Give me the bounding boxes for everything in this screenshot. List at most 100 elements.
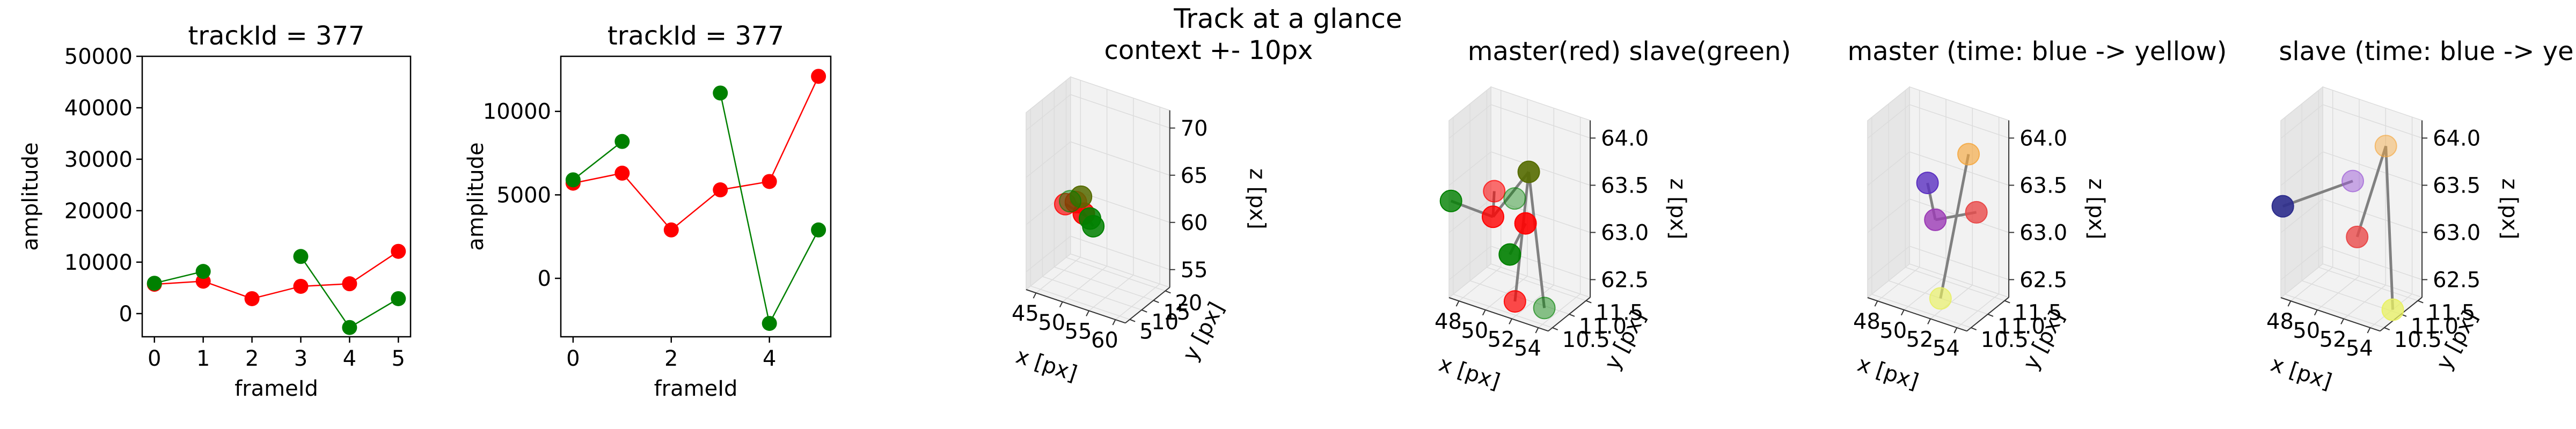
y-tick xyxy=(1552,327,1558,330)
x-grid-line xyxy=(1538,117,1581,328)
scatter-point xyxy=(1517,160,1540,183)
y-tick-label: 11.0 xyxy=(1997,314,2045,339)
chart-title: master (time: blue -> yellow) xyxy=(1848,36,2227,66)
y-tick-label: 11.5 xyxy=(1596,301,1643,326)
red-series-point xyxy=(811,69,826,84)
x-tick xyxy=(2340,319,2344,324)
x-tick xyxy=(1482,309,1486,316)
y-tick-label: 10000 xyxy=(64,250,133,275)
y-tick-label: 11.5 xyxy=(2427,301,2475,326)
y-tick xyxy=(1987,313,1994,317)
track-link xyxy=(1513,172,1531,302)
x-tick xyxy=(1059,301,1063,308)
y-tick xyxy=(2384,327,2390,330)
x-tick-label: 2 xyxy=(664,346,678,371)
scatter-point xyxy=(1439,189,1462,212)
scatter-point xyxy=(2381,298,2404,321)
y-tick-label: 10000 xyxy=(483,100,551,124)
z-grid-line xyxy=(1867,151,2009,186)
figure-suptitle: Track at a glance xyxy=(1173,3,1402,34)
scatter-point xyxy=(1924,208,1947,231)
y-tick-label: 10.5 xyxy=(1562,328,1610,352)
x-tick-label: 48 xyxy=(1853,309,1880,334)
y-tick xyxy=(1129,319,1136,322)
x-tick xyxy=(1086,310,1089,316)
red-series-point xyxy=(244,291,260,306)
x-tick xyxy=(2314,309,2318,316)
track-link xyxy=(2355,145,2388,238)
x-tick xyxy=(1455,300,1460,307)
x-tick-label: 3 xyxy=(294,346,308,371)
scatter-point xyxy=(2374,135,2397,158)
x-tick-label: 52 xyxy=(1906,327,1934,352)
y-tick xyxy=(1153,300,1159,304)
x-tick-label: 54 xyxy=(1933,336,1960,361)
y-tick-label: 0 xyxy=(119,302,133,327)
x-tick-label: 54 xyxy=(2346,336,2373,361)
x-grid-line xyxy=(1511,108,1555,320)
red-series-point xyxy=(614,165,630,181)
green-series-point xyxy=(293,249,309,264)
z-grid-line xyxy=(1448,151,1591,186)
x-axis-label: frameId xyxy=(235,376,318,401)
z-axis-label: z [px] xyxy=(1245,168,1270,230)
y-tick-label: 11.5 xyxy=(2014,301,2062,326)
z-grid-line xyxy=(1867,246,2009,280)
scatter-point xyxy=(1957,143,1980,166)
z-tick-label: 55 xyxy=(1181,258,1208,283)
green-series-point xyxy=(713,85,728,101)
z-grid-line xyxy=(2280,246,2423,280)
y-tick-label: 20 xyxy=(1175,291,1202,315)
x-tick xyxy=(1874,300,1878,307)
green-series-point xyxy=(565,172,581,188)
track-link xyxy=(1527,172,1546,308)
y-tick-label: 10.5 xyxy=(2394,328,2442,352)
x-axis-line xyxy=(1867,297,1967,332)
scatter-point xyxy=(1082,214,1105,238)
y-grid-line xyxy=(1030,109,1130,320)
x-axis-label: x [px] xyxy=(2267,352,2334,395)
scatter-point xyxy=(1916,172,1939,195)
z-tick-label: 63.5 xyxy=(2019,173,2067,198)
x-tick xyxy=(2287,300,2292,307)
x-tick xyxy=(1535,327,1539,334)
green-series-point xyxy=(762,316,777,331)
side-pane xyxy=(1026,76,1071,291)
z-axis-label: z [px] xyxy=(1665,178,1690,239)
y-tick-label: 40000 xyxy=(64,96,133,121)
y-tick-label: 5000 xyxy=(496,183,551,208)
y-grid-line xyxy=(1453,117,1553,328)
y-tick xyxy=(1165,290,1171,294)
z-tick-label: 65 xyxy=(1181,164,1208,188)
x-tick-label: 4 xyxy=(763,346,776,371)
x-tick-label: 50 xyxy=(1461,319,1488,343)
z-axis-label: z [px] xyxy=(2497,178,2522,239)
y-tick-label: 30000 xyxy=(64,147,133,172)
y-tick xyxy=(1585,300,1592,304)
x-tick-label: 54 xyxy=(1514,336,1541,361)
z-tick-label: 62.5 xyxy=(1601,268,1649,292)
x-tick-label: 48 xyxy=(2266,309,2294,334)
chart-title: trackId = 377 xyxy=(188,21,364,51)
x-tick-label: 50 xyxy=(2293,319,2320,343)
z-grid-line xyxy=(2280,151,2423,186)
z-tick-label: 63.0 xyxy=(2433,220,2480,245)
z-grid-line xyxy=(2280,104,2423,139)
y-tick-label: 0 xyxy=(538,267,551,291)
y-tick xyxy=(1569,313,1575,317)
red-series-point xyxy=(663,222,679,238)
y-tick-label: 50000 xyxy=(64,45,133,69)
green-series-point xyxy=(811,222,826,238)
green-series-point xyxy=(342,320,357,335)
z-grid-line xyxy=(1448,104,1591,139)
x-tick-label: 52 xyxy=(1488,327,1515,352)
x-grid-line xyxy=(1485,99,1528,310)
y-tick xyxy=(2004,300,2010,304)
y-axis-line xyxy=(1125,286,1170,324)
x-grid-line xyxy=(2290,90,2333,301)
x-grid-line xyxy=(1956,117,2000,328)
x-tick-label: 50 xyxy=(1038,310,1065,335)
y-grid-line xyxy=(1469,103,1570,315)
z-grid-line xyxy=(1448,246,1591,280)
